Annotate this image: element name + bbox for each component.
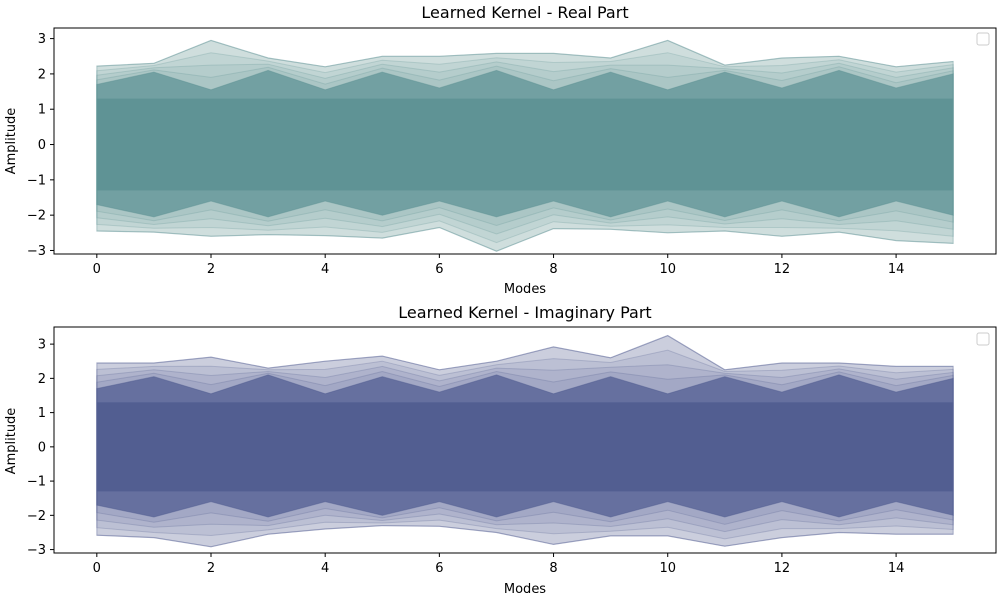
real-part-x-ticks: 0 2 4 6 8 10 12 14	[93, 254, 905, 277]
imaginary-part-x-tick-label-8: 8	[549, 561, 557, 576]
real-part-y-tick-label-2: 2	[38, 67, 46, 82]
real-part-x-tick-label-2: 2	[207, 262, 215, 277]
imaginary-part-y-axis-label: Amplitude	[4, 408, 19, 475]
real-part-legend-box	[976, 32, 990, 46]
imaginary-part-upper-trace	[96, 335, 954, 371]
real-part-y-axis-label: Amplitude	[4, 108, 19, 175]
imaginary-part-y-tick-label--2: −2	[27, 509, 46, 524]
real-part-y-tick-label--3: −3	[27, 244, 46, 259]
real-part-x-tick-label-4: 4	[321, 262, 329, 277]
real-part-x-tick-label-14: 14	[888, 262, 905, 277]
real-part-upper-trace	[96, 39, 954, 68]
imaginary-part-x-tick-label-6: 6	[435, 561, 443, 576]
imaginary-part-y-tick-label-2: 2	[38, 372, 46, 387]
imaginary-part-core-band	[96, 402, 954, 492]
imaginary-part-x-tick-label-12: 12	[774, 561, 791, 576]
imaginary-part-y-tick-label--1: −1	[27, 475, 46, 490]
real-part-y-tick-label-0: 0	[38, 138, 46, 153]
real-part-subplot: Learned Kernel - Real Part 0 2 4 6 8 10 12 14 −…	[4, 3, 997, 297]
real-part-y-ticks: −3 −2 −1 0 1 2 3	[27, 32, 54, 259]
real-part-x-tick-label-6: 6	[435, 262, 443, 277]
imaginary-part-x-tick-label-0: 0	[93, 561, 101, 576]
real-part-y-tick-label-3: 3	[38, 32, 46, 47]
imaginary-part-y-ticks: −3 −2 −1 0 1 2 3	[27, 338, 54, 558]
real-part-y-tick-label--1: −1	[27, 173, 46, 188]
real-part-core-band	[96, 98, 954, 191]
real-part-axes-frame	[53, 27, 997, 255]
imaginary-part-x-tick-label-10: 10	[659, 561, 676, 576]
imaginary-part-x-tick-label-14: 14	[888, 561, 905, 576]
imaginary-part-x-tick-label-4: 4	[321, 561, 329, 576]
imaginary-part-y-tick-label-3: 3	[38, 338, 46, 353]
real-part-x-tick-label-10: 10	[659, 262, 676, 277]
imaginary-part-y-tick-label-1: 1	[38, 406, 46, 421]
imaginary-part-legend-box	[976, 332, 990, 346]
real-part-x-tick-label-8: 8	[549, 262, 557, 277]
imaginary-part-y-tick-label-0: 0	[38, 440, 46, 455]
imaginary-part-x-ticks: 0 2 4 6 8 10 12 14	[93, 553, 905, 576]
real-part-plot-area	[96, 39, 954, 252]
real-part-y-tick-label--2: −2	[27, 209, 46, 224]
imaginary-part-lower-trace	[96, 525, 954, 548]
real-part-lower-trace	[96, 226, 954, 252]
real-part-x-axis-label: Modes	[504, 282, 546, 297]
real-part-x-tick-label-0: 0	[93, 262, 101, 277]
real-part-x-tick-label-12: 12	[774, 262, 791, 277]
imaginary-part-x-tick-label-2: 2	[207, 561, 215, 576]
imaginary-part-x-axis-label: Modes	[504, 582, 546, 597]
real-part-y-tick-label-1: 1	[38, 103, 46, 118]
imaginary-part-title: Learned Kernel - Imaginary Part	[398, 303, 651, 322]
imaginary-part-plot-area	[96, 334, 954, 548]
imaginary-part-axes-frame	[53, 326, 997, 554]
imaginary-part-y-tick-label--3: −3	[27, 543, 46, 558]
imaginary-part-subplot: Learned Kernel - Imaginary Part 0 2 4 6 8 10 1…	[4, 303, 997, 597]
real-part-title: Learned Kernel - Real Part	[421, 3, 628, 22]
